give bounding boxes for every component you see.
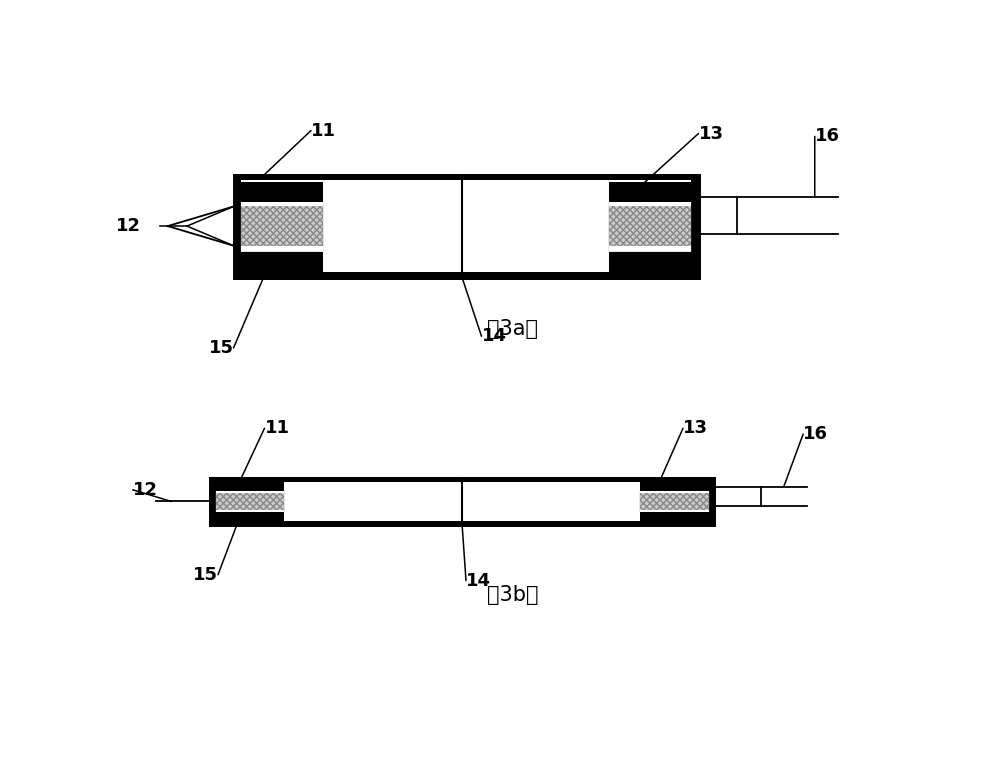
Bar <box>640 510 709 511</box>
Bar <box>216 492 284 511</box>
Bar <box>241 246 323 250</box>
Bar <box>609 202 691 206</box>
Text: 15: 15 <box>208 339 234 357</box>
Text: 16: 16 <box>803 425 828 443</box>
Bar <box>609 252 691 272</box>
Text: 15: 15 <box>193 565 218 584</box>
Bar <box>234 174 698 278</box>
Bar <box>210 478 714 525</box>
Text: （3a）: （3a） <box>487 319 538 339</box>
Text: 14: 14 <box>482 327 507 345</box>
Text: （3b）: （3b） <box>487 585 538 605</box>
Text: 11: 11 <box>264 419 290 438</box>
Text: 12: 12 <box>133 481 158 498</box>
Bar <box>216 482 284 492</box>
Bar <box>241 202 323 206</box>
Bar <box>216 511 284 521</box>
Text: 12: 12 <box>116 217 140 235</box>
Bar <box>210 478 714 525</box>
Bar <box>640 492 709 511</box>
Bar <box>241 180 691 272</box>
Bar <box>216 492 284 493</box>
Bar <box>241 202 323 250</box>
Bar <box>640 511 709 521</box>
Text: 13: 13 <box>683 419 708 438</box>
Text: 16: 16 <box>815 127 840 145</box>
Bar <box>216 482 709 521</box>
Bar <box>640 482 709 492</box>
Bar <box>640 492 709 493</box>
Text: 14: 14 <box>466 572 491 590</box>
Text: 11: 11 <box>311 122 336 139</box>
Bar <box>241 252 323 272</box>
Bar <box>609 202 691 250</box>
Bar <box>234 174 698 278</box>
Bar <box>241 182 323 202</box>
Bar <box>609 182 691 202</box>
Bar <box>216 510 284 511</box>
Bar <box>609 246 691 250</box>
Text: 13: 13 <box>698 125 724 142</box>
